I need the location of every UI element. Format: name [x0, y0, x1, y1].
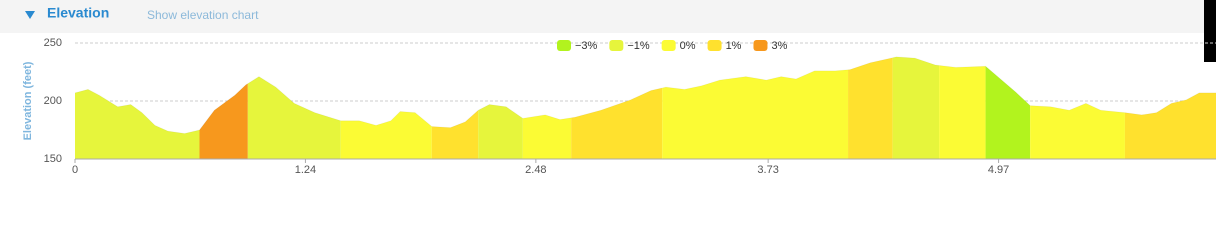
header-title[interactable]: Elevation — [47, 5, 109, 21]
y-tick-label: 250 — [44, 37, 62, 49]
legend-swatch — [609, 40, 624, 51]
edge-panel — [1204, 0, 1216, 62]
y-axis-label: Elevation (feet) — [22, 61, 34, 140]
x-tick-label: 2.48 — [525, 164, 546, 176]
grade-segment — [939, 56, 986, 159]
x-tick-label: 1.24 — [295, 164, 316, 176]
legend-swatch — [661, 40, 676, 51]
header-bar — [0, 0, 1216, 33]
collapse-icon[interactable] — [25, 11, 35, 19]
legend-label: 3% — [771, 40, 787, 52]
legend-swatch — [707, 40, 722, 51]
elevation-profile — [74, 56, 1216, 134]
x-tick-label: 3.73 — [757, 164, 778, 176]
show-chart-link[interactable]: Show elevation chart — [147, 8, 259, 22]
legend-swatch — [557, 40, 571, 51]
grade-segment — [892, 56, 940, 159]
grade-segment — [848, 56, 893, 159]
y-tick-label: 150 — [44, 153, 62, 165]
x-tick-label: 0 — [72, 164, 78, 176]
page: Elevation Show elevation chart Elevation… — [0, 0, 1216, 176]
legend-label: 0% — [680, 40, 696, 52]
legend-label: 1% — [726, 40, 742, 52]
legend-label: −3% — [575, 40, 598, 52]
x-tick-label: 4.97 — [988, 164, 1009, 176]
legend-swatch — [753, 40, 768, 51]
y-tick-label: 200 — [44, 95, 62, 107]
legend-label: −1% — [627, 40, 650, 52]
